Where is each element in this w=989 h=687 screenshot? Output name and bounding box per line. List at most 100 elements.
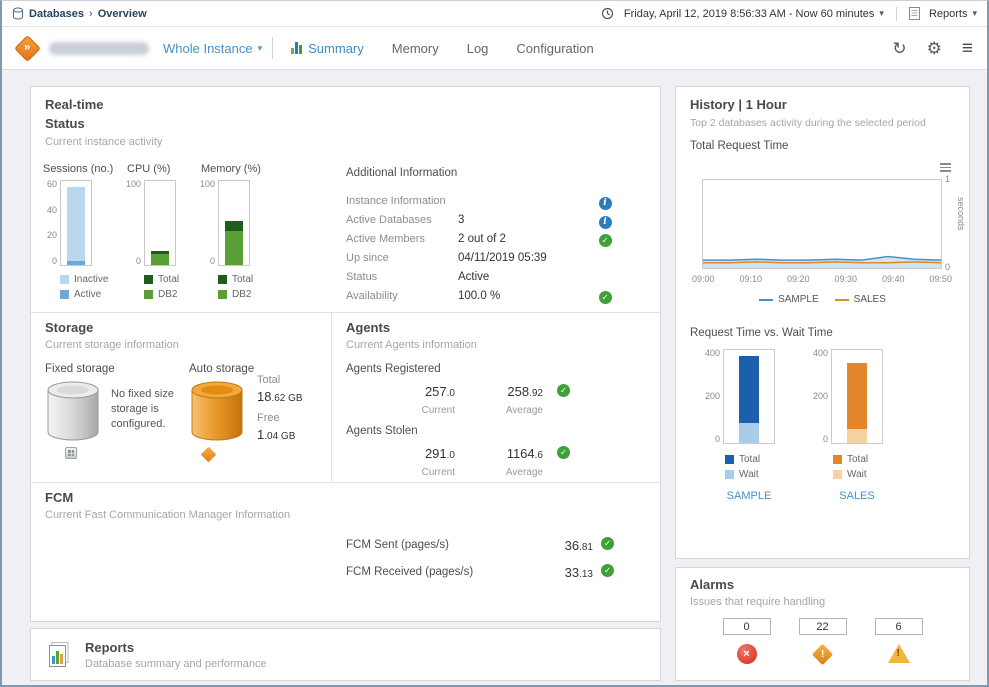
- legend-item-db2: DB2: [144, 289, 209, 300]
- databases-icon: [12, 7, 24, 20]
- fixed-storage-cylinder-icon: [45, 380, 101, 447]
- cpu-chart-title: CPU (%): [127, 163, 209, 175]
- cpu-plot: [144, 180, 176, 266]
- info-row-active-members: Active Members 2 out of 2 ✓: [346, 229, 612, 248]
- agents-subtitle: Current Agents information: [346, 339, 477, 351]
- tab-summary-label: Summary: [308, 41, 364, 56]
- history-subtitle: Top 2 databases activity during the sele…: [690, 117, 926, 129]
- sessions-plot: [60, 180, 92, 266]
- agents-title: Agents: [346, 320, 390, 335]
- sample-database-link[interactable]: SAMPLE: [723, 490, 775, 502]
- reports-subtitle: Database summary and performance: [85, 658, 267, 670]
- auto-storage-cylinder-icon: [189, 380, 245, 447]
- request-time-y-label: seconds: [956, 197, 966, 231]
- additional-information: Additional Information Instance Informat…: [346, 167, 612, 305]
- scope-selector[interactable]: Whole Instance ▾: [163, 41, 262, 56]
- tab-bar: Summary Memory Log Configuration: [291, 41, 594, 56]
- fatal-alarm-icon: ×: [737, 644, 757, 664]
- check-icon: ✓: [557, 384, 570, 397]
- time-range-clock-icon: [601, 7, 614, 20]
- db2-instance-icon: »: [14, 35, 41, 62]
- history-title: History | 1 Hour: [690, 97, 787, 112]
- memory-y-axis: 1000: [201, 180, 218, 266]
- legend-item-total: Total: [144, 274, 209, 285]
- info-row-status: Status Active: [346, 267, 612, 286]
- alarms-subtitle: Issues that require handling: [690, 596, 825, 608]
- info-icon[interactable]: i: [599, 216, 612, 229]
- memory-chart-title: Memory (%): [201, 163, 283, 175]
- reports-icon: [47, 641, 73, 668]
- total-request-time-label: Total Request Time: [690, 140, 788, 152]
- request-vs-wait-label: Request Time vs. Wait Time: [690, 327, 833, 339]
- sales-chart-plot: [831, 349, 883, 444]
- warning-alarm-icon: !: [888, 644, 910, 663]
- check-icon: ✓: [557, 446, 570, 459]
- fcm-received-value: 33.13: [501, 564, 593, 582]
- instance-name-redacted: [49, 42, 149, 55]
- sales-request-wait-chart: 4002000 Total Wait SALES: [811, 349, 883, 502]
- critical-alarm-count[interactable]: 22: [799, 618, 847, 635]
- agents-stolen-current: 291.0 Current: [379, 445, 455, 478]
- reports-menu[interactable]: Reports: [929, 8, 968, 20]
- fatal-alarms-group: 0 ×: [723, 618, 771, 664]
- time-range-caret-icon[interactable]: ▾: [879, 8, 884, 19]
- fixed-storage-label: Fixed storage: [45, 363, 115, 375]
- legend-item-total: Total: [218, 274, 283, 285]
- auto-storage-warning-icon[interactable]: [201, 447, 217, 463]
- sample-chart-y-axis: 4002000: [703, 349, 723, 444]
- total-request-time-chart: [702, 179, 942, 269]
- agents-stolen-label: Agents Stolen: [346, 425, 418, 437]
- legend-item-db2: DB2: [218, 289, 283, 300]
- storage-total-label: Total: [257, 374, 280, 386]
- cpu-chart: CPU (%) 1000 Total DB2: [127, 163, 209, 304]
- tab-log[interactable]: Log: [467, 41, 489, 56]
- fixed-storage-status-icon: [65, 447, 77, 459]
- additional-information-title: Additional Information: [346, 167, 612, 179]
- fcm-received-label: FCM Received (pages/s): [346, 566, 473, 578]
- request-time-legend: SAMPLE SALES: [676, 294, 969, 305]
- legend-item-sales: SALES: [835, 294, 886, 305]
- legend-item-total: Total: [833, 454, 883, 465]
- scope-caret-icon: ▾: [258, 43, 263, 54]
- chart-menu-icon[interactable]: [940, 163, 951, 172]
- tab-summary[interactable]: Summary: [291, 41, 364, 56]
- cpu-y-axis: 1000: [127, 180, 144, 266]
- storage-subtitle: Current storage information: [45, 339, 179, 351]
- sales-database-link[interactable]: SALES: [831, 490, 883, 502]
- reports-caret-icon[interactable]: ▾: [972, 8, 977, 19]
- fcm-subtitle: Current Fast Communication Manager Infor…: [45, 509, 290, 521]
- breadcrumb-overview: Overview: [98, 8, 147, 20]
- tab-memory[interactable]: Memory: [392, 41, 439, 56]
- hamburger-menu-icon[interactable]: ≡: [962, 39, 973, 58]
- scope-selector-label: Whole Instance: [163, 41, 253, 56]
- legend-item-wait: Wait: [833, 469, 883, 480]
- legend-item-inactive: Inactive: [60, 274, 125, 285]
- agents-registered-current: 257.0 Current: [379, 383, 455, 416]
- instance-header: » Whole Instance ▾ Summary Memory Log Co…: [2, 27, 987, 70]
- time-range-selector[interactable]: Friday, April 12, 2019 8:56:33 AM - Now …: [624, 8, 874, 20]
- breadcrumb-databases[interactable]: Databases: [29, 8, 84, 20]
- info-icon[interactable]: i: [599, 197, 612, 210]
- reports-title: Reports: [85, 640, 267, 655]
- storage-total-value: 18.62 GB: [257, 388, 303, 406]
- sample-chart-plot: [723, 349, 775, 444]
- sessions-chart-title: Sessions (no.): [43, 163, 125, 175]
- dashboard-content: Real-time Status Current instance activi…: [2, 70, 987, 685]
- settings-gear-icon[interactable]: ⚙: [927, 40, 942, 57]
- reports-panel[interactable]: Reports Database summary and performance: [30, 628, 661, 681]
- alarm-counts: 0 × 22 ! 6 !: [676, 618, 969, 664]
- agents-registered-label: Agents Registered: [346, 363, 441, 375]
- status-title: Status: [45, 116, 85, 131]
- storage-free-label: Free: [257, 412, 280, 424]
- fatal-alarm-count[interactable]: 0: [723, 618, 771, 635]
- reports-page-icon: [909, 7, 920, 20]
- check-icon: ✓: [601, 537, 614, 550]
- alarms-panel: Alarms Issues that require handling 0 × …: [675, 567, 970, 681]
- memory-chart: Memory (%) 1000 Total DB2: [201, 163, 283, 304]
- refresh-icon[interactable]: ↻: [892, 40, 906, 57]
- request-time-x-axis: 09:0009:1009:2009:3009:4009:50: [692, 274, 952, 284]
- auto-storage-label: Auto storage: [189, 363, 254, 375]
- warning-alarm-count[interactable]: 6: [875, 618, 923, 635]
- sessions-chart: Sessions (no.) 6040200 Inactive Active: [43, 163, 125, 304]
- tab-configuration[interactable]: Configuration: [516, 41, 593, 56]
